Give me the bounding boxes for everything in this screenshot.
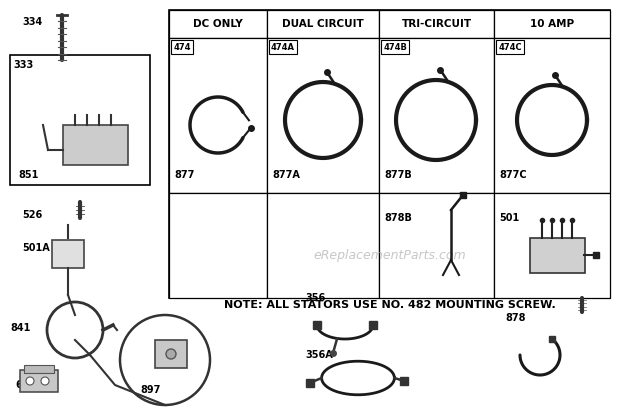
Text: 877C: 877C <box>499 170 526 180</box>
Text: eReplacementParts.com: eReplacementParts.com <box>314 248 466 262</box>
Bar <box>169 193 267 298</box>
Bar <box>530 238 585 273</box>
Text: 474C: 474C <box>498 43 522 51</box>
Circle shape <box>41 377 49 385</box>
Bar <box>169 10 267 38</box>
Text: 878B: 878B <box>384 213 412 223</box>
Text: DC ONLY: DC ONLY <box>193 19 243 29</box>
Text: 501: 501 <box>499 213 520 223</box>
Bar <box>494 193 610 298</box>
Text: 841: 841 <box>10 323 30 333</box>
Text: 501A: 501A <box>22 243 50 253</box>
Bar <box>494 10 610 38</box>
Bar <box>496 40 524 54</box>
Text: NOTE: ALL STATORS USE NO. 482 MOUNTING SCREW.: NOTE: ALL STATORS USE NO. 482 MOUNTING S… <box>224 300 556 310</box>
Text: 474A: 474A <box>271 43 295 51</box>
Bar <box>169 10 610 298</box>
Text: 877B: 877B <box>384 170 412 180</box>
Bar <box>494 38 610 193</box>
Text: 877A: 877A <box>272 170 300 180</box>
Bar <box>63 125 128 165</box>
Bar <box>155 340 187 368</box>
Text: 474B: 474B <box>383 43 407 51</box>
Bar <box>10 55 150 185</box>
Circle shape <box>166 349 176 359</box>
Bar <box>379 10 494 38</box>
Bar <box>267 10 379 38</box>
Bar <box>24 365 54 373</box>
Text: DUAL CIRCUIT: DUAL CIRCUIT <box>282 19 364 29</box>
Bar <box>267 38 379 193</box>
Text: 605: 605 <box>15 380 35 390</box>
Bar <box>381 40 409 54</box>
Text: 356: 356 <box>305 293 326 303</box>
Bar <box>52 240 84 268</box>
Bar <box>20 370 58 392</box>
Text: 334: 334 <box>22 17 42 27</box>
Text: 356A: 356A <box>305 350 333 360</box>
Text: TRI-CIRCUIT: TRI-CIRCUIT <box>401 19 472 29</box>
Bar <box>269 40 297 54</box>
Circle shape <box>26 377 34 385</box>
Text: 877: 877 <box>174 170 195 180</box>
Text: 897: 897 <box>140 385 161 395</box>
Text: 10 AMP: 10 AMP <box>530 19 574 29</box>
Bar <box>379 38 494 193</box>
Text: 526: 526 <box>22 210 42 220</box>
Bar <box>267 193 379 298</box>
Bar <box>169 38 267 193</box>
Bar <box>379 193 494 298</box>
Text: 474: 474 <box>173 43 191 51</box>
Text: 333: 333 <box>13 60 33 70</box>
Text: 851: 851 <box>18 170 38 180</box>
Bar <box>171 40 193 54</box>
Text: 878: 878 <box>505 313 526 323</box>
